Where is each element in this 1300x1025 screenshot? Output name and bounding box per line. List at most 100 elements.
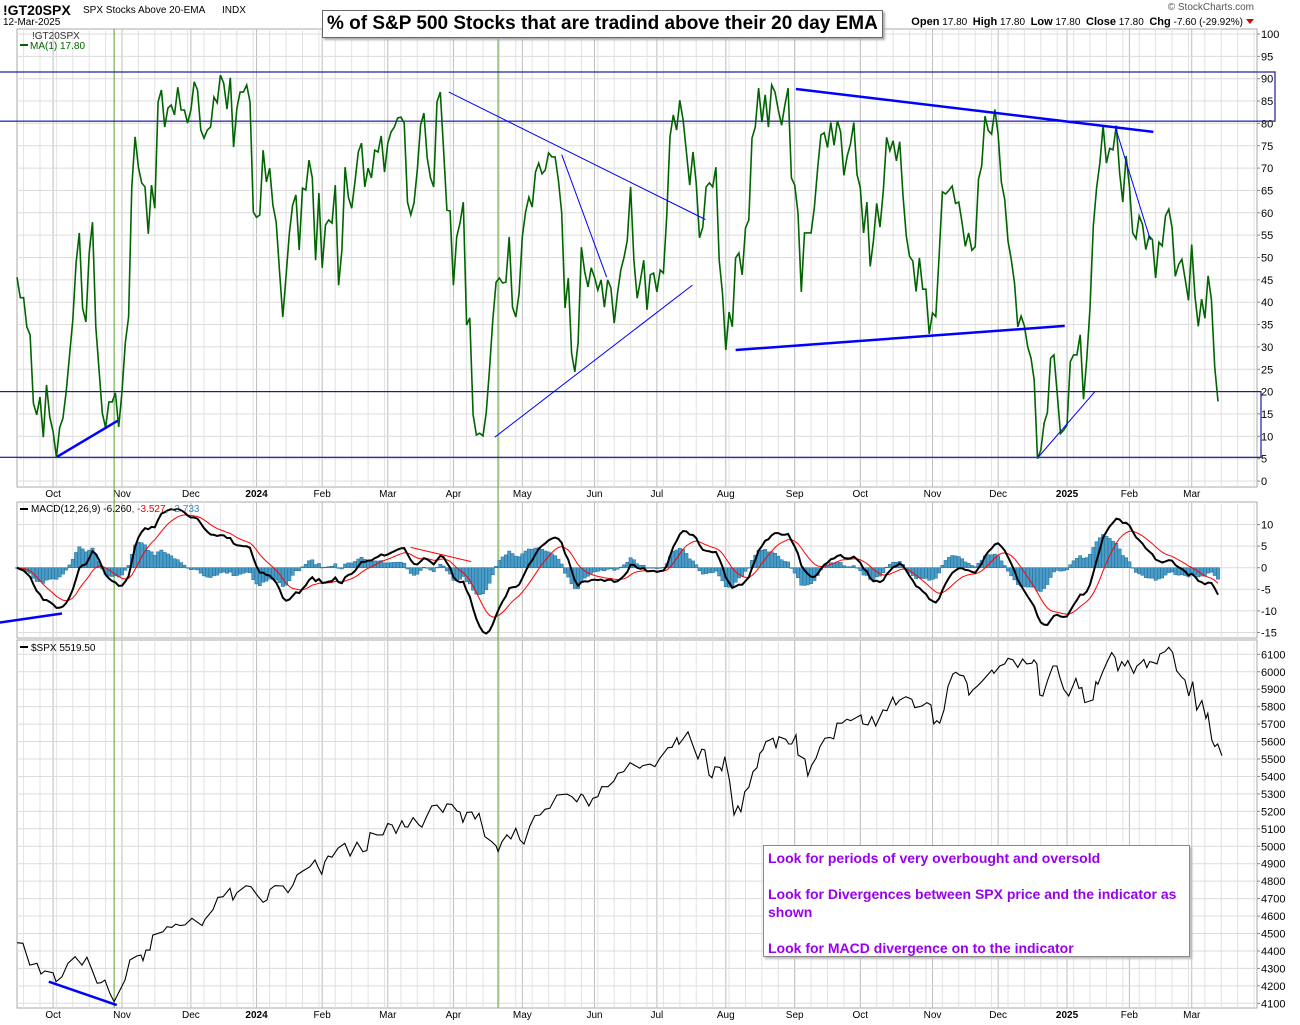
- y-tick-label: 5100: [1261, 824, 1285, 836]
- x-tick-label: 2024: [245, 1010, 268, 1021]
- macd-histogram-bar: [884, 566, 889, 568]
- y-tick-label: 5800: [1261, 702, 1285, 714]
- macd-histogram-bar: [520, 553, 525, 568]
- macd-histogram-bar: [1055, 567, 1060, 571]
- note-1: Look for periods of very overbought and …: [768, 850, 1101, 866]
- y-tick-label: 5: [1261, 541, 1267, 553]
- macd-histogram-bar: [339, 567, 344, 570]
- macd-histogram-bar: [943, 560, 948, 568]
- macd-histogram-bar: [192, 567, 197, 570]
- y-tick-label: -5: [1261, 584, 1271, 596]
- macd-histogram-bar: [930, 567, 935, 580]
- macd-histogram-bar: [215, 567, 220, 576]
- x-tick-label: Dec: [989, 1010, 1007, 1021]
- macd-histogram-bar: [694, 564, 699, 568]
- y-tick-label: 0: [1261, 476, 1267, 488]
- low-value: 17.80: [1055, 17, 1081, 28]
- macd-histogram-bar: [595, 567, 600, 572]
- macd-histogram-bar: [490, 567, 495, 576]
- macd-histogram-bar: [44, 567, 49, 581]
- x-tick-label: Aug: [717, 489, 735, 500]
- macd-histogram-bar: [1061, 567, 1066, 572]
- macd-histogram-bar: [484, 567, 489, 591]
- macd-histogram-bar: [805, 567, 810, 586]
- x-tick-label: Jul: [650, 1010, 663, 1021]
- x-tick-label: Dec: [182, 489, 200, 500]
- y-tick-label: 4300: [1261, 963, 1285, 975]
- y-tick-label: 20: [1261, 387, 1273, 399]
- macd-histogram-bar: [654, 567, 659, 569]
- macd-histogram-bar: [1147, 567, 1151, 579]
- y-tick-label: 5300: [1261, 789, 1285, 801]
- indicator-trendline: [1038, 390, 1096, 458]
- macd-histogram-bar: [349, 562, 354, 568]
- macd-histogram-bar: [969, 565, 974, 568]
- macd-histogram-bar: [244, 567, 249, 573]
- macd-histogram-bar: [241, 567, 246, 574]
- macd-histogram-bar: [70, 559, 75, 568]
- y-tick-label: 6000: [1261, 667, 1285, 679]
- macd-histogram-bar: [399, 562, 403, 568]
- macd-histogram-bar: [198, 567, 203, 574]
- macd-histogram-bar: [920, 567, 925, 579]
- x-tick-label: 2025: [1056, 489, 1079, 500]
- x-tick-label: Nov: [113, 489, 131, 500]
- y-tick-label: 5600: [1261, 737, 1285, 749]
- macd-histogram-bar: [1009, 567, 1014, 577]
- macd-histogram-bar: [1068, 564, 1073, 568]
- macd-histogram-bar: [303, 563, 308, 568]
- macd-histogram-bar: [123, 567, 128, 571]
- macd-histogram-bar: [924, 567, 928, 579]
- macd-legend-label: MACD(12,26,9): [31, 504, 100, 515]
- macd-histogram-bar: [592, 567, 597, 573]
- macd-histogram-bar: [1153, 567, 1158, 581]
- y-tick-label: 4600: [1261, 911, 1285, 923]
- indicator-legend-symbol: !GT20SPX: [32, 31, 80, 42]
- y-tick-label: 5900: [1261, 684, 1285, 696]
- macd-histogram-bar: [481, 567, 485, 594]
- macd-histogram-bar: [658, 567, 663, 569]
- macd-histogram-bar: [1038, 567, 1043, 592]
- macd-histogram-bar: [605, 567, 610, 570]
- macd-histogram-bar: [300, 566, 305, 568]
- macd-histogram-bar: [500, 556, 505, 568]
- macd-histogram-bar: [779, 559, 784, 568]
- x-tick-label: Nov: [924, 489, 942, 500]
- macd-histogram-bar: [618, 566, 623, 568]
- macd-histogram-bar: [218, 567, 223, 574]
- macd-histogram-bar: [687, 558, 692, 568]
- y-tick-label: 95: [1261, 51, 1273, 63]
- macd-histogram-bar: [1065, 567, 1069, 571]
- macd-histogram-bar: [435, 567, 439, 569]
- macd-histogram-bar: [172, 558, 177, 568]
- spx-price-line: [16, 646, 1223, 1003]
- macd-histogram-bar: [1127, 561, 1132, 568]
- macd-histogram-bar: [202, 567, 206, 577]
- macd-histogram-bar: [697, 567, 702, 572]
- y-tick-label: 5: [1261, 454, 1267, 466]
- macd-histogram-bar: [1071, 560, 1076, 568]
- x-tick-label: Apr: [446, 1010, 462, 1021]
- macd-histogram-bar: [156, 551, 160, 568]
- y-tick-label: 5500: [1261, 754, 1285, 766]
- close-value: 17.80: [1118, 17, 1144, 28]
- y-tick-label: 35: [1261, 320, 1273, 332]
- macd-histogram-bar: [323, 566, 328, 568]
- macd-histogram-bar: [566, 567, 571, 578]
- macd-histogram-bar: [395, 561, 400, 568]
- macd-histogram-bar: [612, 567, 617, 571]
- macd-histogram-bar: [717, 567, 722, 577]
- macd-histogram-bar: [648, 567, 653, 569]
- x-tick-label: Nov: [113, 1010, 131, 1021]
- macd-line: [16, 507, 1219, 635]
- macd-histogram-bar: [162, 552, 167, 568]
- macd-histogram-bar: [1216, 567, 1220, 580]
- x-tick-label: May: [513, 489, 532, 500]
- macd-histogram-bar: [1170, 567, 1174, 573]
- x-tick-label: 2024: [245, 489, 268, 500]
- macd-histogram-bar: [799, 567, 804, 586]
- spx-trendline: [48, 980, 118, 1007]
- macd-histogram-bar: [651, 567, 656, 569]
- chart-date: 12-Mar-2025: [3, 17, 61, 28]
- macd-histogram-bar: [402, 562, 407, 568]
